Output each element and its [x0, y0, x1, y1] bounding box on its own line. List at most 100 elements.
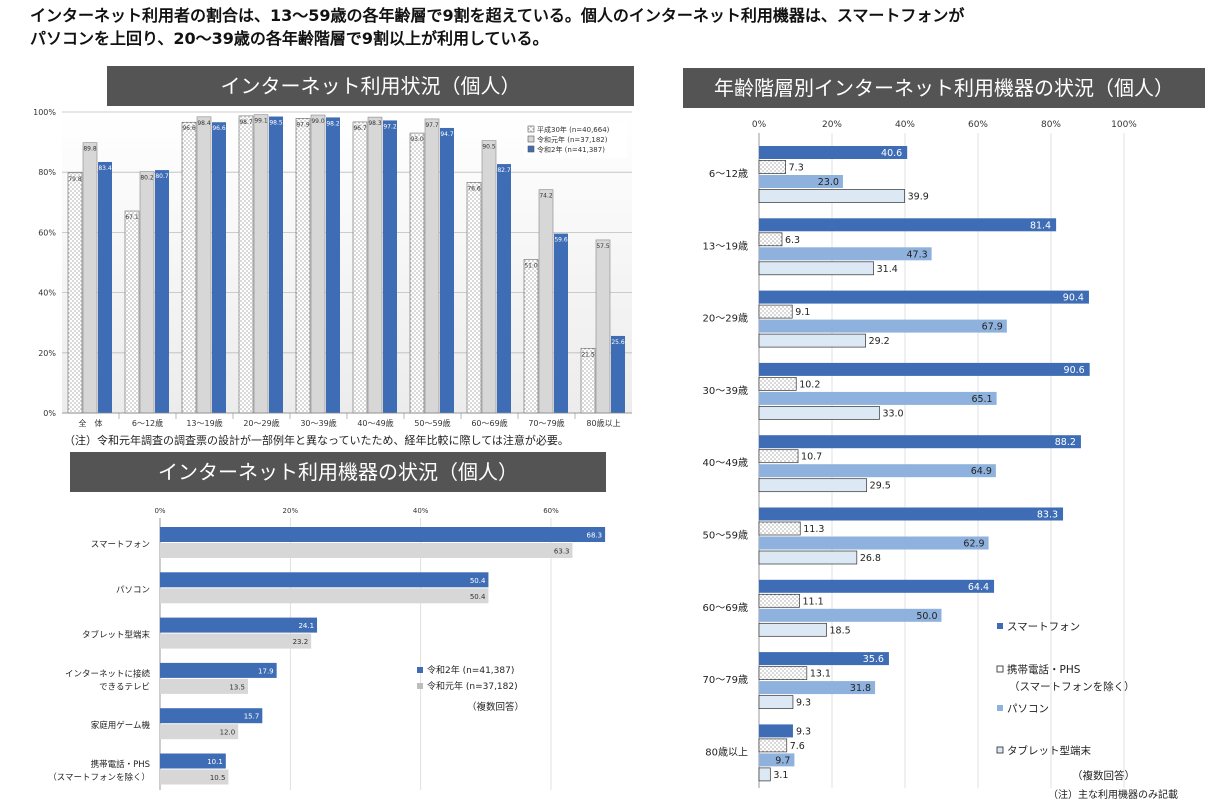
chart3-legend-swatch	[997, 705, 1003, 711]
chart3-bar	[758, 521, 801, 536]
chart1-ytick-label: 0%	[43, 409, 56, 418]
chart1-bar	[310, 114, 326, 414]
chart2-xtick-label: 60%	[543, 507, 559, 515]
chart3-legend-swatch	[997, 623, 1003, 629]
chart3-category-label: 70～79歳	[703, 674, 748, 686]
chart1-data-label: 21.5	[581, 351, 595, 358]
chart3-bar	[759, 435, 1081, 449]
chart1-data-label: 93.0	[410, 136, 424, 143]
chart3-data-label: 29.5	[870, 481, 891, 492]
chart2-legend-note: （複数回答）	[467, 701, 524, 713]
chart3-legend-label: 携帯電話・PHS	[1007, 663, 1081, 676]
chart1-data-label: 80.2	[140, 175, 154, 182]
chart3-bar	[758, 189, 905, 203]
chart1-category-label: 60～69歳	[471, 418, 507, 428]
chart3-category-label: 20～29歳	[703, 313, 748, 325]
chart3-bar	[758, 478, 868, 493]
chart2-bar	[160, 633, 312, 649]
chart2: 0% 20% 40% 60% 68.3 63.3 スマートフォン 50.4 50.4 パソコン 24…	[48, 507, 606, 790]
chart3-data-label: 26.8	[860, 553, 881, 564]
chart3-data-label: 31.4	[877, 264, 898, 275]
chart3-data-label: 10.2	[799, 379, 820, 390]
chart2-legend-swatch	[417, 667, 423, 673]
chart3-bar	[759, 175, 843, 188]
chart1-legend-label: 令和2年 (n=41,387)	[537, 145, 605, 154]
chart3-legend-swatch	[996, 746, 1004, 754]
chart1-data-label: 97.9	[296, 121, 310, 128]
chart1-bar	[352, 121, 368, 414]
chart2-category-label: （スマートフォンを除く）	[48, 772, 150, 783]
chart1-data-label: 51.0	[524, 262, 538, 269]
chart3-bar	[759, 724, 793, 738]
chart2-data-label: 12.0	[220, 729, 236, 737]
chart2-category-label: インターネットに接続	[65, 668, 151, 679]
chart1-data-label: 97.2	[383, 123, 397, 130]
chart3-bar	[759, 753, 795, 767]
chart1-data-label: 83.4	[98, 165, 112, 172]
chart2-legend-label: 令和元年 (n=37,182)	[427, 680, 518, 692]
chart1-bar	[124, 210, 140, 414]
chart2-xtick-label: 20%	[283, 507, 299, 515]
chart3-bar	[759, 536, 989, 550]
chart1-bar	[424, 118, 440, 414]
chart3-data-label: 9.3	[796, 726, 811, 737]
chart3-note: （注）主な利用機器のみ記載	[1048, 788, 1178, 801]
chart3-bar	[758, 593, 800, 608]
chart3-bar	[758, 767, 771, 782]
chart2-bar	[160, 543, 573, 558]
chart2-data-label: 24.1	[298, 622, 314, 630]
chart3-data-label: 67.9	[982, 322, 1003, 333]
chart3-xtick-label: 0%	[752, 120, 767, 130]
chart1-data-label: 25.6	[611, 339, 625, 346]
chart1-bar	[497, 164, 511, 413]
chart3-data-label: 50.0	[916, 611, 937, 622]
chart1-bar	[253, 114, 269, 414]
chart2-category-label: 家庭用ゲーム機	[91, 720, 151, 731]
chart2-data-label: 23.2	[293, 638, 309, 646]
chart3-data-label: 47.3	[906, 249, 927, 260]
chart3-data-label: 6.3	[785, 235, 800, 246]
chart3-data-label: 18.5	[830, 625, 851, 636]
headline-line2: パソコンを上回り、20～39歳の各年齢階層で9割以上が利用している。	[30, 29, 549, 48]
chart1-bar	[98, 161, 112, 413]
chart2-bar	[160, 708, 263, 724]
chart3-bar	[758, 449, 799, 464]
chart3-category-label: 6～12歳	[709, 168, 748, 180]
chart1-legend-label: 平成30年 (n=40,664)	[537, 125, 610, 134]
chart2-category-label: 携帯電話・PHS	[91, 759, 150, 770]
chart1-data-label: 98.3	[368, 120, 382, 127]
chart1-bar	[82, 142, 98, 414]
chart3-bar	[758, 406, 880, 420]
chart2-bar	[160, 572, 489, 588]
chart1-data-label: 94.7	[440, 131, 454, 138]
chart3-bar	[759, 579, 995, 593]
chart3-data-label: 64.4	[968, 582, 989, 593]
chart3-bar	[758, 377, 797, 391]
chart3-bar	[758, 160, 786, 174]
chart1-bar	[139, 171, 155, 414]
chart1-ytick-label: 20%	[38, 349, 56, 358]
chart1-ytick-label: 80%	[38, 168, 56, 177]
chart2-xtick-label: 40%	[413, 507, 429, 515]
chart3-bar	[759, 290, 1089, 304]
chart3-legend-label: スマートフォン	[1007, 621, 1080, 633]
chart2-bar	[160, 753, 226, 769]
chart2-category-label: パソコン	[116, 585, 150, 595]
chart1-bar	[367, 116, 383, 414]
chart3-bar	[758, 304, 793, 319]
chart3-xtick-label: 40%	[895, 120, 915, 130]
chart3-legend-label: パソコン	[1007, 703, 1049, 715]
chart3-data-label: 33.0	[882, 408, 903, 419]
chart3-bar	[759, 681, 876, 695]
chart1-data-label: 74.2	[539, 193, 553, 200]
chart3-data-label: 3.1	[773, 770, 788, 781]
chart3-data-label: 65.1	[971, 394, 992, 405]
chart1-data-label: 67.1	[125, 214, 139, 221]
chart3-data-label: 81.4	[1030, 220, 1051, 231]
chart3-xtick-label: 80%	[1041, 120, 1061, 130]
chart1-bar	[269, 116, 283, 413]
chart3-bar	[759, 507, 1064, 521]
chart2-bar	[160, 769, 229, 785]
chart3-legend-label-line2: （スマートフォンを除く）	[1009, 680, 1135, 693]
chart3-data-label: 10.7	[801, 452, 822, 463]
